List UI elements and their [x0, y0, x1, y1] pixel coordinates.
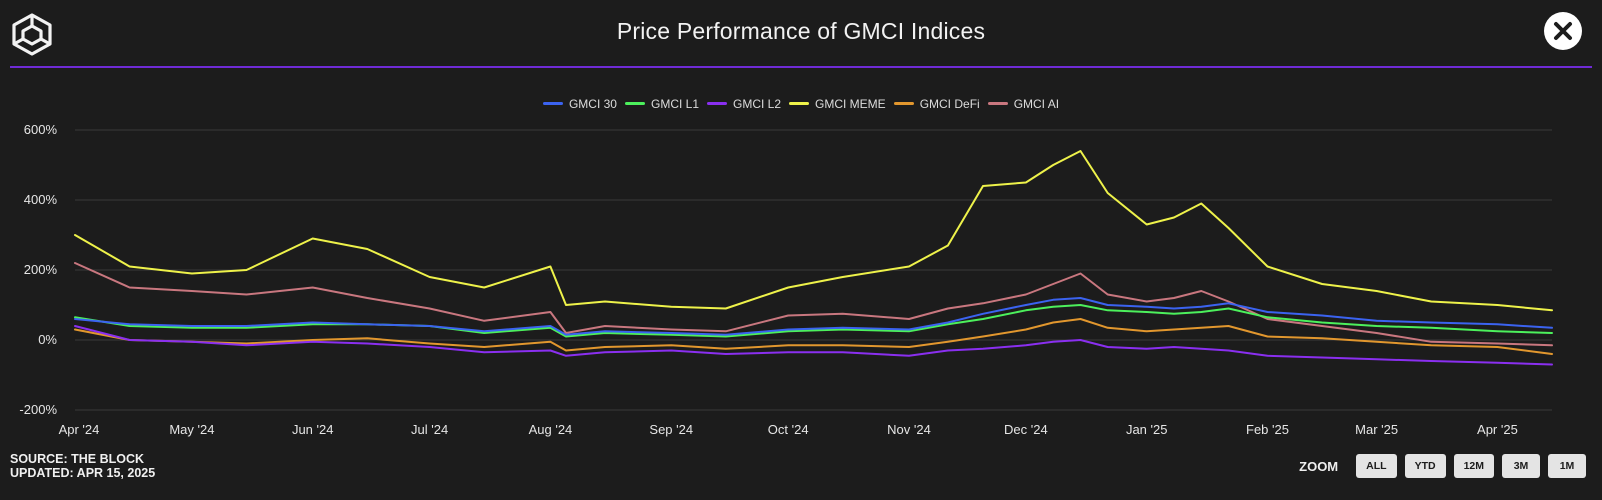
updated-text: UPDATED: APR 15, 2025	[10, 466, 156, 480]
legend-swatch	[624, 102, 645, 105]
zoom-all-button[interactable]: ALL	[1356, 454, 1397, 478]
x-tick-label: Apr '24	[59, 422, 100, 437]
y-tick-label: -200%	[19, 402, 57, 417]
x-tick-label: May '24	[169, 422, 214, 437]
legend-swatch	[893, 102, 914, 105]
source-text: SOURCE: THE BLOCK	[10, 452, 145, 466]
series-line-gmci-ai	[74, 262, 1553, 347]
legend-label: GMCI L2	[733, 96, 782, 111]
legend-swatch	[987, 102, 1008, 105]
zoom-ytd-button[interactable]: YTD	[1404, 454, 1446, 478]
series-line-gmci-l1	[74, 304, 1553, 338]
header-divider	[10, 66, 1592, 68]
y-tick-label: 400%	[24, 192, 58, 207]
close-button[interactable]	[1544, 12, 1582, 50]
legend-label: GMCI DeFi	[919, 96, 980, 111]
chart-title: Price Performance of GMCI Indices	[616, 18, 986, 44]
zoom-controls: ZOOM ALL YTD 12M 3M 1M	[1299, 454, 1586, 478]
legend-swatch	[789, 102, 810, 105]
chart-legend: GMCI 30 GMCI L1 GMCI L2 GMCI MEME GMCI DeFi G…	[0, 94, 1602, 111]
series-line-gmci-l2	[74, 325, 1553, 366]
series-line-gmci-defi	[74, 318, 1553, 355]
x-tick-label: Apr '25	[1477, 422, 1518, 437]
x-tick-label: Jun '24	[292, 422, 334, 437]
legend-label: GMCI L1	[650, 96, 699, 111]
y-tick-label: 600%	[24, 122, 58, 137]
legend-item[interactable]: GMCI DeFi	[893, 96, 980, 111]
x-tick-label: Jan '25	[1126, 422, 1168, 437]
x-tick-label: Jul '24	[411, 422, 448, 437]
header: Price Performance of GMCI Indices	[0, 0, 1602, 68]
legend-item[interactable]: GMCI MEME	[789, 97, 886, 111]
legend-item[interactable]: GMCI L2	[707, 97, 781, 111]
x-tick-label: Feb '25	[1246, 422, 1289, 437]
legend-item[interactable]: GMCI L1	[624, 96, 699, 111]
zoom-12m-button[interactable]: 12M	[1453, 454, 1494, 478]
source-note: SOURCE: THE BLOCK UPDATED: APR 15, 2025	[10, 452, 155, 480]
x-tick-label: Sep '24	[649, 422, 693, 437]
line-chart: 600% 400% 200% 0% -200%Apr '24 May '24 Jun '24…	[19, 122, 1553, 437]
logo-icon	[10, 12, 54, 56]
x-tick-label: Dec '24	[1004, 422, 1048, 437]
x-tick-label: Oct '24	[768, 422, 809, 437]
x-tick-label: Aug '24	[529, 422, 573, 437]
zoom-label: ZOOM	[1299, 458, 1339, 474]
x-tick-label: Mar '25	[1355, 422, 1398, 437]
legend-label: GMCI 30	[568, 96, 617, 111]
y-tick-label: 200%	[24, 262, 58, 277]
legend-item[interactable]: GMCI 30	[542, 96, 617, 111]
legend-swatch	[542, 102, 563, 105]
series-line-gmci-30	[74, 297, 1553, 336]
series-line-gmci-meme	[74, 150, 1553, 312]
legend-label: GMCI MEME	[815, 96, 886, 111]
x-tick-label: Nov '24	[887, 422, 931, 437]
zoom-3m-button[interactable]: 3M	[1502, 454, 1540, 478]
legend-label: GMCI AI	[1013, 96, 1060, 111]
zoom-1m-button[interactable]: 1M	[1548, 454, 1586, 478]
legend-item[interactable]: GMCI AI	[987, 96, 1060, 111]
close-icon[interactable]	[1553, 21, 1573, 41]
legend-swatch	[707, 102, 727, 105]
y-tick-label: 0%	[38, 332, 57, 347]
